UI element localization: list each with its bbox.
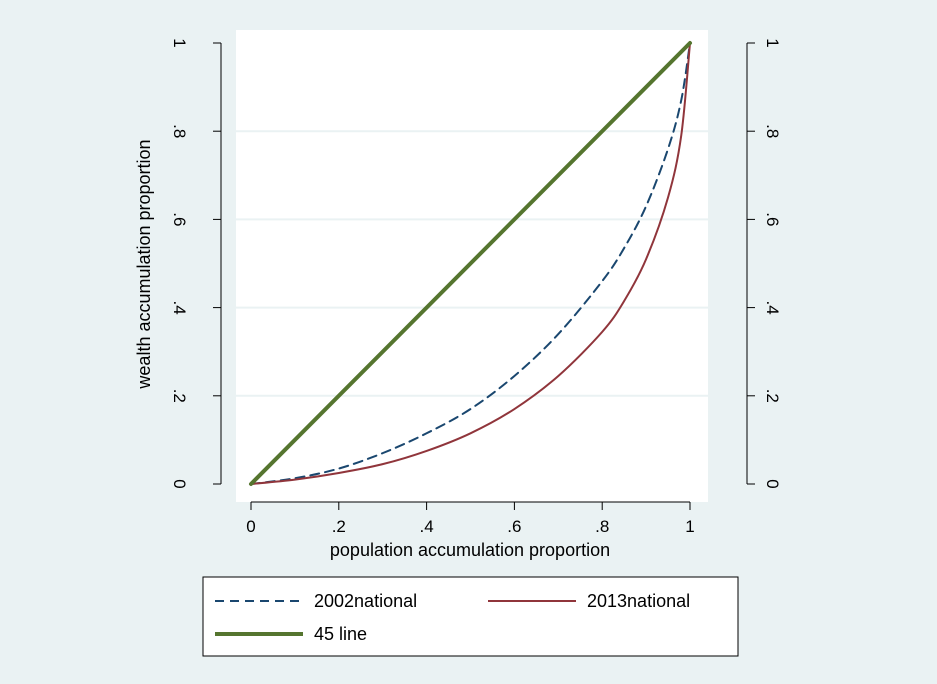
axes: 0 0 .2 .2 .4 .4 .6 .6 .8 .8 1 1 0 .2 .4 .6 .8 1 [170, 38, 782, 536]
series-line-45-line [249, 41, 692, 486]
x-tick-label: .2 [332, 517, 346, 536]
x-tick-label: .8 [595, 517, 609, 536]
legend-box [202, 576, 739, 657]
y-tick-label-left: 0 [170, 479, 189, 488]
legend-label: 45 line [314, 624, 367, 644]
x-tick-label: 1 [685, 517, 694, 536]
y-tick-label-right: .4 [763, 301, 782, 315]
plot-area-background [236, 30, 708, 502]
x-tick-label: .6 [507, 517, 521, 536]
series-line-2002national [250, 42, 691, 485]
y-tick-label-right: .2 [763, 389, 782, 403]
grid-lines [236, 130, 708, 397]
x-tick-label: .4 [420, 517, 434, 536]
y-tick-label-right: .8 [763, 124, 782, 138]
x-axis-label: population accumulation proportion [330, 540, 610, 560]
legend-label: 2002national [314, 591, 417, 611]
y-tick-label-left: .4 [170, 301, 189, 315]
y-tick-label-left: .2 [170, 389, 189, 403]
series-line-2013national [250, 42, 691, 485]
y-tick-label-left: .8 [170, 124, 189, 138]
y-tick-label-right: 1 [763, 38, 782, 47]
y-tick-label-right: 0 [763, 479, 782, 488]
x-tick-label: 0 [246, 517, 255, 536]
legend: 2002national 2013national 45 line [202, 576, 739, 657]
y-tick-label-left: .6 [170, 212, 189, 226]
y-tick-label-right: .6 [763, 212, 782, 226]
y-tick-label-left: 1 [170, 38, 189, 47]
y-axis-label: wealth accumulation proportion [134, 139, 154, 389]
series-lines [249, 41, 692, 486]
legend-label: 2013national [587, 591, 690, 611]
